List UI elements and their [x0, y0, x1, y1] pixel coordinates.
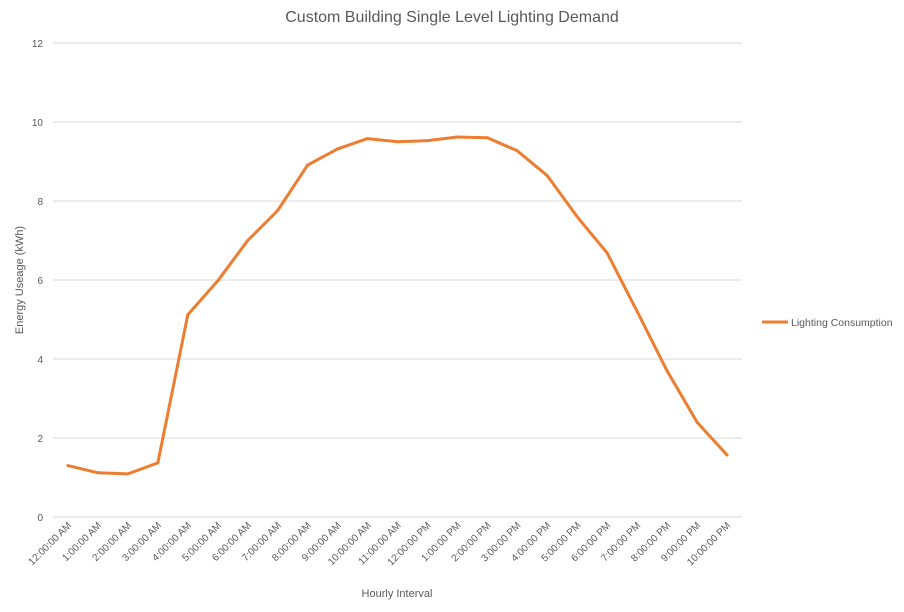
series-layer — [66, 135, 729, 476]
y-axis-ticks: 0 2 4 6 8 10 12 — [32, 39, 44, 524]
legend: Lighting Consumption — [762, 317, 893, 329]
data-point — [515, 149, 519, 153]
y-tick-label: 10 — [32, 118, 44, 129]
data-point — [216, 279, 220, 283]
data-point — [246, 239, 250, 242]
series-line-lighting-consumption — [66, 135, 729, 476]
y-tick-label: 12 — [32, 39, 44, 50]
x-axis-title: Hourly Interval — [362, 588, 433, 600]
data-point — [186, 313, 190, 317]
data-point — [336, 147, 340, 151]
data-point — [605, 251, 609, 255]
data-point — [366, 137, 370, 141]
data-point — [545, 174, 549, 178]
y-tick-label: 0 — [37, 513, 43, 524]
y-tick-label: 8 — [37, 197, 43, 208]
y-tick-label: 2 — [37, 434, 43, 445]
y-axis-title: Energy Useage (kWh) — [14, 226, 26, 334]
y-tick-label: 4 — [37, 355, 43, 366]
data-point — [575, 215, 579, 219]
data-point — [485, 136, 489, 140]
data-point — [156, 461, 160, 465]
data-point — [425, 139, 429, 143]
data-point — [96, 471, 100, 475]
data-point — [306, 163, 310, 167]
data-point — [695, 420, 699, 424]
data-point — [665, 369, 669, 373]
data-point — [66, 464, 70, 468]
data-point — [455, 135, 459, 139]
data-point — [276, 208, 280, 212]
gridlines — [53, 42, 742, 518]
legend-label: Lighting Consumption — [791, 317, 893, 329]
data-point — [126, 472, 130, 476]
x-axis-ticks: 12:00:00 AM1:00:00 AM2:00:00 AM3:00:00 A… — [27, 520, 734, 568]
data-point — [635, 310, 639, 314]
data-point — [396, 140, 399, 144]
data-point — [725, 453, 729, 457]
y-tick-label: 6 — [37, 276, 43, 287]
chart-title: Custom Building Single Level Lighting De… — [285, 9, 619, 26]
